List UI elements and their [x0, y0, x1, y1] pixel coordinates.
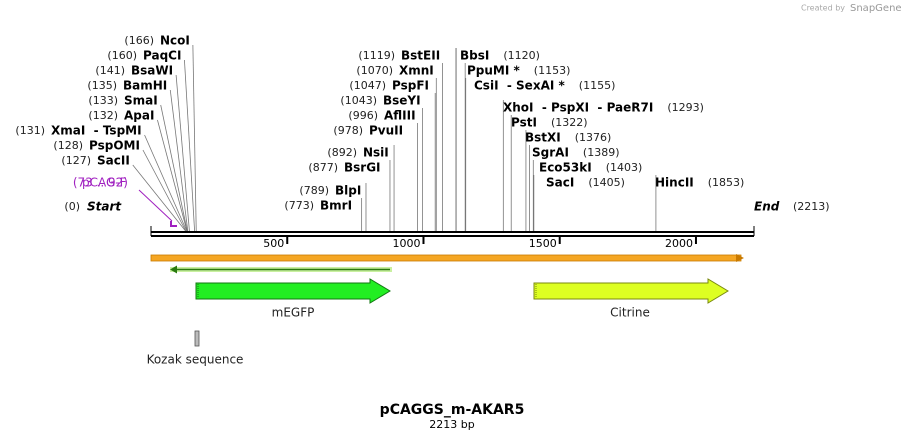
feature-arrow	[170, 265, 177, 274]
enzyme-name: SgrAI	[532, 146, 569, 160]
enzyme-name: NcoI	[160, 34, 190, 48]
enzyme-name: PvuII	[369, 124, 403, 138]
enzyme-leader	[157, 119, 188, 232]
enzyme-site: (877)	[308, 161, 338, 174]
end-label: End	[754, 200, 780, 214]
enzyme-site: (1376)	[575, 131, 612, 144]
enzyme-site: (892)	[327, 146, 357, 159]
enzyme-leader	[169, 89, 189, 232]
enzyme-site: (160)	[107, 49, 137, 62]
enzyme-site: (789)	[299, 184, 329, 197]
enzyme-site: (1070)	[356, 64, 393, 77]
enzyme-name: AflIII	[384, 109, 416, 123]
enzyme-leader	[175, 74, 190, 232]
enzyme-leader	[160, 104, 188, 232]
credit-prefix: Created by	[801, 4, 845, 13]
ruler-label: 2000	[665, 237, 693, 250]
enzyme-name: HincII	[655, 176, 694, 190]
enzyme-site: (1405)	[588, 176, 625, 189]
enzyme-site: (1119)	[358, 49, 395, 62]
enzyme-name: BlpI	[335, 184, 361, 198]
enzyme-site: (978)	[333, 124, 363, 137]
feature-label: Citrine	[610, 306, 650, 320]
enzyme-site: (1403)	[606, 161, 643, 174]
enzyme-site: (133)	[88, 94, 118, 107]
enzyme-name: PspOMI	[89, 139, 140, 153]
enzyme-leader	[144, 134, 188, 232]
primer-range: (73 .. 92)	[73, 176, 128, 190]
enzyme-leader	[192, 44, 197, 232]
enzyme-name: Eco53kI	[539, 161, 592, 175]
feature-kozak	[194, 330, 200, 347]
primer-leader	[138, 189, 173, 222]
enzyme-site: (1120)	[503, 49, 540, 62]
title: pCAGGS_m-AKAR5	[380, 402, 525, 418]
enzyme-name: BstEII	[401, 49, 440, 63]
feature-citrine	[533, 278, 729, 304]
enzyme-name: PstI	[511, 116, 537, 130]
enzyme-site: (1322)	[551, 116, 588, 129]
enzyme-name: XmaI - TspMI	[51, 124, 142, 138]
ruler-label: 1500	[529, 237, 557, 250]
enzyme-name: XmnI	[399, 64, 434, 78]
enzyme-name: XhoI - PspXI - PaeR7I	[503, 101, 653, 115]
enzyme-leader	[142, 149, 187, 232]
enzyme-site: (1043)	[340, 94, 377, 107]
enzyme-site: (127)	[61, 154, 91, 167]
enzyme-name: BstXI	[525, 131, 561, 145]
enzyme-name: BbsI	[460, 49, 489, 63]
enzyme-name: BsrGI	[344, 161, 381, 175]
enzyme-name: CsiI - SexAI *	[474, 79, 565, 93]
enzyme-site: (1389)	[583, 146, 620, 159]
enzyme-name: SacI	[546, 176, 574, 190]
enzyme-name: BseYI	[383, 94, 421, 108]
enzyme-site: (773)	[284, 199, 314, 212]
enzyme-name: PaqCI	[143, 49, 181, 63]
enzyme-site: (135)	[87, 79, 117, 92]
enzyme-site: (128)	[53, 139, 83, 152]
enzyme-leader	[184, 59, 195, 232]
credit-brand: SnapGene	[850, 3, 902, 14]
enzyme-site: (1853)	[708, 176, 745, 189]
enzyme-leader	[132, 164, 186, 232]
enzyme-site: (1155)	[579, 79, 616, 92]
enzyme-site: (1293)	[667, 101, 704, 114]
feature-label: mEGFP	[272, 306, 315, 320]
enzyme-site: (131)	[15, 124, 45, 137]
enzyme-site: (132)	[88, 109, 118, 122]
enzyme-site: (1047)	[349, 79, 386, 92]
enzyme-name: BsaWI	[131, 64, 173, 78]
enzyme-site: (166)	[124, 34, 154, 47]
enzyme-name: SacII	[97, 154, 130, 168]
feature-label: Kozak sequence	[147, 353, 244, 367]
ruler-label: 1000	[392, 237, 420, 250]
enzyme-name: PspFI	[392, 79, 429, 93]
length: 2213 bp	[429, 418, 474, 431]
enzyme-site: (141)	[95, 64, 125, 77]
ruler-label: 500	[263, 237, 284, 250]
end-site: (2213)	[793, 200, 830, 213]
start-label: Start	[87, 200, 122, 214]
enzyme-site: (996)	[348, 109, 378, 122]
feature-arrow	[736, 254, 744, 262]
feature-bar	[150, 254, 742, 262]
feature-mEGFP	[195, 278, 391, 304]
enzyme-name: BamHI	[123, 79, 167, 93]
enzyme-name: SmaI	[124, 94, 158, 108]
enzyme-name: ApaI	[124, 109, 154, 123]
enzyme-site: (1153)	[534, 64, 571, 77]
primer-name: pCAG-F	[82, 176, 127, 190]
primer	[170, 221, 177, 227]
enzyme-name: NsiI	[363, 146, 389, 160]
enzyme-name: PpuMI *	[467, 64, 521, 78]
enzyme-name: BmrI	[320, 199, 352, 213]
start-site: (0)	[64, 200, 80, 213]
